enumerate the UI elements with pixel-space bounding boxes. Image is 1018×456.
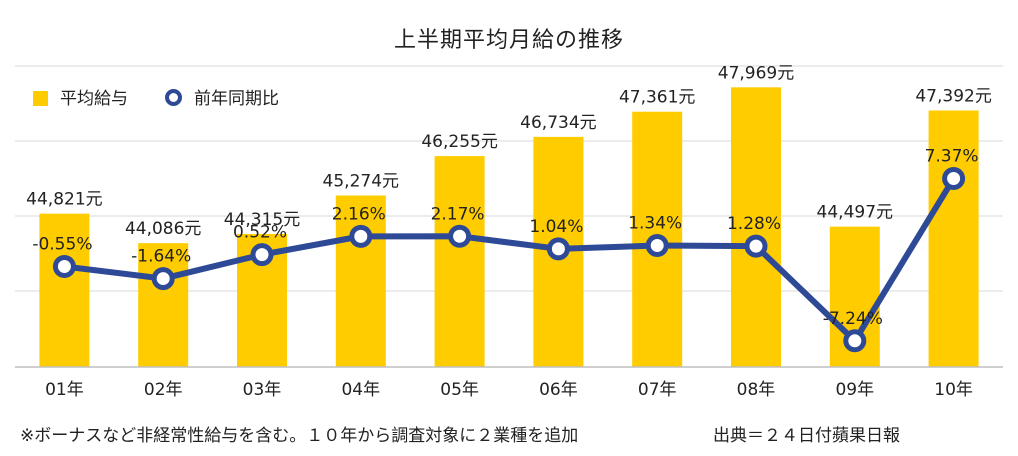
yoy-marker	[843, 329, 867, 353]
x-tick-label: 04年	[341, 380, 380, 400]
x-tick-label: 01年	[45, 380, 84, 400]
legend-label-yoy: 前年同期比	[194, 89, 279, 109]
legend-swatch-bar	[33, 91, 48, 106]
yoy-marker	[645, 233, 669, 257]
yoy-value-label: -7.24%	[823, 309, 883, 329]
yoy-marker	[349, 224, 373, 248]
legend-item-yoy: 前年同期比	[165, 84, 279, 109]
yoy-value-label: 2.17%	[431, 204, 485, 224]
yoy-value-label: 0.52%	[233, 223, 287, 243]
bar-10年	[928, 110, 979, 367]
yoy-marker	[744, 234, 768, 258]
x-tick-label: 07年	[638, 380, 677, 400]
bar-08年	[731, 87, 781, 368]
x-tick-label: 02年	[144, 380, 183, 400]
yoy-value-label: 1.04%	[529, 217, 583, 237]
bar-value-label: 45,274元	[323, 171, 399, 191]
bar-value-label: 47,392元	[915, 86, 991, 106]
bar-value-label: 46,734元	[520, 113, 596, 133]
x-tick-label: 10年	[934, 380, 973, 400]
bar-05年	[434, 156, 485, 367]
yoy-value-label: 2.16%	[332, 204, 386, 224]
yoy-value-label: -0.55%	[32, 234, 92, 254]
yoy-marker	[250, 243, 274, 267]
footnote: ※ボーナスなど非経常性給与を含む。１０年から調査対象に２業種を追加	[20, 426, 579, 446]
yoy-marker	[546, 237, 570, 261]
bar-value-label: 47,969元	[718, 63, 794, 83]
bar-value-label: 44,497元	[817, 203, 893, 223]
x-tick-label: 08年	[737, 380, 776, 400]
bar-value-label: 44,821元	[26, 190, 102, 210]
bar-value-label: 46,255元	[421, 132, 497, 152]
yoy-line	[64, 176, 957, 344]
yoy-marker	[448, 224, 472, 248]
chart-title: 上半期平均月給の推移	[393, 28, 624, 53]
yoy-marker	[151, 267, 175, 291]
yoy-value-label: -1.64%	[131, 247, 191, 267]
bar-02年	[138, 243, 189, 367]
bar-value-label: 47,361元	[619, 88, 695, 108]
source-note: 出典＝２４日付蘋果日報	[713, 426, 900, 446]
bar-value-label: 44,315元	[224, 210, 300, 230]
legend-label-salary: 平均給与	[60, 89, 128, 109]
yoy-marker	[942, 167, 966, 191]
yoy-marker	[52, 254, 76, 278]
legend-item-salary: 平均給与	[33, 84, 128, 109]
legend-swatch-line	[165, 89, 182, 106]
x-tick-label: 05年	[440, 380, 479, 400]
bar-01年	[39, 213, 90, 367]
bar-value-label: 44,086元	[125, 219, 201, 239]
yoy-value-label: 1.28%	[727, 214, 781, 234]
bar-04年	[335, 195, 386, 367]
yoy-value-label: 1.34%	[628, 213, 682, 233]
x-tick-label: 06年	[539, 380, 578, 400]
x-tick-label: 03年	[243, 380, 282, 400]
x-tick-label: 09年	[835, 380, 874, 400]
yoy-value-label: 7.37%	[925, 147, 979, 167]
